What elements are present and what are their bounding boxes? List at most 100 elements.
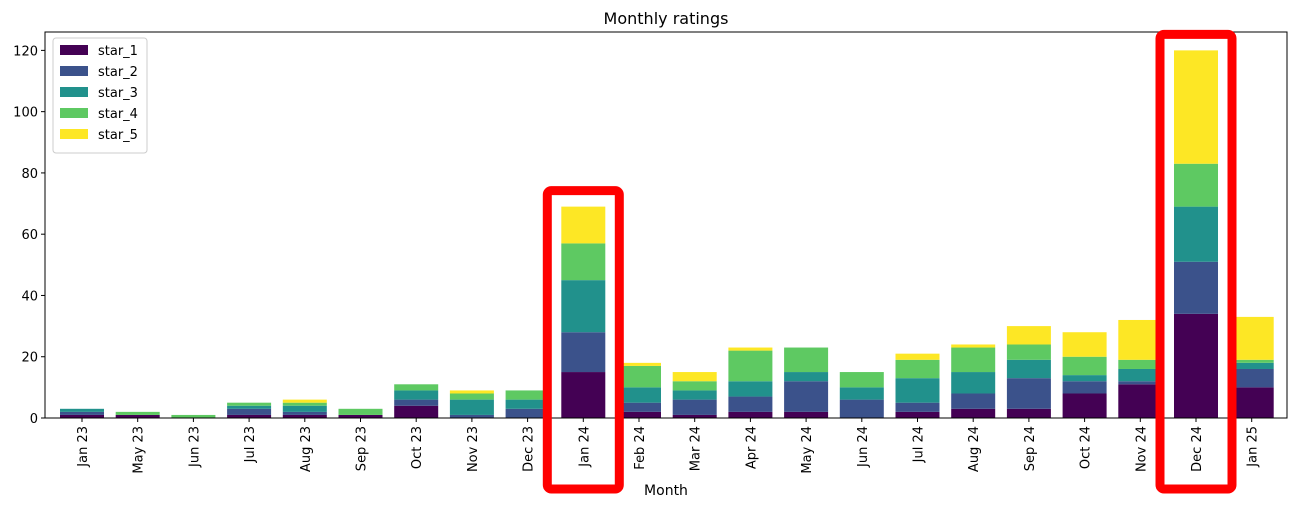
legend-swatch-star_5 xyxy=(60,129,88,139)
x-tick-label: Aug 23 xyxy=(299,426,314,472)
bar-star_4-dec-23 xyxy=(505,390,550,400)
bar-star_3-jan-24 xyxy=(561,280,606,333)
bar-star_4-jul-24 xyxy=(895,359,940,379)
x-tick-label: Dec 24 xyxy=(1190,426,1205,472)
x-tick-label: Sep 24 xyxy=(1023,426,1038,471)
bar-star_1-jan-24 xyxy=(561,372,606,418)
bar-star_1-oct-23 xyxy=(394,405,439,418)
bar-star_3-jan-25 xyxy=(1229,362,1274,369)
bar-star_3-may-24 xyxy=(784,372,829,382)
highlight-boxes xyxy=(542,29,1237,494)
plot-frame xyxy=(44,31,1288,419)
bar-star_2-may-24 xyxy=(784,381,829,412)
x-tick-label: Jan 23 xyxy=(76,426,91,468)
bar-star_1-aug-24 xyxy=(951,408,996,418)
y-tick-label: 60 xyxy=(21,228,38,243)
bar-star_1-aug-23 xyxy=(282,414,327,418)
highlight-box xyxy=(542,186,624,494)
x-tick-label: May 24 xyxy=(800,426,815,474)
bar-star_2-nov-23 xyxy=(449,414,494,418)
x-tick-label: Nov 23 xyxy=(466,426,481,472)
bar-star_4-apr-24 xyxy=(728,350,773,382)
bar-star_2-apr-24 xyxy=(728,396,773,412)
legend: star_1 star_2 star_3 star_4 star_5 xyxy=(52,37,148,154)
bar-star_2-jan-23 xyxy=(60,411,104,415)
bar-star_2-jan-24 xyxy=(561,332,606,373)
bar-star_2-oct-23 xyxy=(394,399,439,406)
x-tick-label: Jun 23 xyxy=(187,426,202,468)
legend-label-star_3: star_3 xyxy=(98,86,138,101)
legend-label-star_1: star_1 xyxy=(98,44,138,59)
bar-star_3-oct-24 xyxy=(1062,375,1107,382)
bar-star_3-nov-23 xyxy=(449,399,494,415)
bar-star_3-dec-23 xyxy=(505,399,550,409)
bar-star_3-aug-23 xyxy=(282,405,327,412)
bar-star_2-nov-24 xyxy=(1118,381,1163,385)
bar-star_4-dec-24 xyxy=(1174,163,1218,207)
bar-star_4-aug-23 xyxy=(282,402,327,406)
bar-star_5-aug-24 xyxy=(951,344,996,348)
bar-star_3-jul-24 xyxy=(895,378,940,403)
bar-star_5-apr-24 xyxy=(728,347,773,351)
x-tick-label: Oct 24 xyxy=(1079,426,1094,469)
bar-star_1-sep-24 xyxy=(1006,408,1051,418)
bar-star_1-jan-23 xyxy=(60,414,104,418)
x-tick-label: Dec 23 xyxy=(522,426,537,472)
bar-star_3-apr-24 xyxy=(728,381,773,397)
bar-star_4-may-24 xyxy=(784,347,829,373)
bar-star_3-jul-23 xyxy=(227,405,272,409)
x-tick-label: Jul 23 xyxy=(243,426,258,463)
y-tick-label: 100 xyxy=(13,106,38,121)
bar-star_3-dec-24 xyxy=(1174,206,1218,262)
bar-star_2-jan-25 xyxy=(1229,368,1274,388)
bar-star_4-jan-24 xyxy=(561,243,606,281)
legend-swatch-star_2 xyxy=(60,66,88,76)
bar-star_3-sep-24 xyxy=(1006,359,1051,379)
y-axis: 0 20 40 60 80 100 120 xyxy=(13,44,45,427)
x-axis: Jan 23 May 23 Jun 23 Jul 23 Aug 23 Sep 23 Oct … xyxy=(76,418,1261,474)
bar-star_1-nov-24 xyxy=(1118,384,1163,418)
bar-star_2-mar-24 xyxy=(672,399,717,415)
bar-star_5-mar-24 xyxy=(672,372,717,382)
highlight-box xyxy=(1155,29,1237,494)
bar-star_4-jun-24 xyxy=(839,372,884,388)
bar-star_1-jul-24 xyxy=(895,411,940,418)
bar-star_5-dec-24 xyxy=(1174,50,1218,164)
bar-star_3-jun-24 xyxy=(839,387,884,400)
x-tick-label: Jan 24 xyxy=(577,426,592,468)
bar-star_3-oct-23 xyxy=(394,390,439,400)
bar-star_4-oct-23 xyxy=(394,384,439,391)
bar-star_4-sep-23 xyxy=(338,408,383,415)
y-tick-label: 120 xyxy=(13,44,38,59)
x-tick-label: Sep 23 xyxy=(355,426,370,471)
bar-star_1-mar-24 xyxy=(672,414,717,418)
bar-star_5-jan-24 xyxy=(561,206,606,244)
x-tick-label: Jun 24 xyxy=(856,426,871,468)
bar-star_2-jul-24 xyxy=(895,402,940,412)
legend-label-star_5: star_5 xyxy=(98,128,138,143)
bar-star_5-feb-24 xyxy=(617,362,661,366)
x-tick-label: Jul 24 xyxy=(912,426,927,463)
bar-star_5-nov-23 xyxy=(449,390,494,394)
bar-star_5-jan-25 xyxy=(1229,316,1274,360)
x-tick-label: Apr 24 xyxy=(744,426,759,469)
x-tick-label: Nov 24 xyxy=(1134,426,1149,472)
bar-star_3-feb-24 xyxy=(617,387,661,403)
bar-star_4-nov-23 xyxy=(449,393,494,400)
bar-star_4-aug-24 xyxy=(951,347,996,373)
bar-star_3-nov-24 xyxy=(1118,368,1163,382)
x-tick-label: Mar 24 xyxy=(689,426,704,471)
bar-star_4-may-23 xyxy=(115,411,160,415)
x-tick-label: Aug 24 xyxy=(967,426,982,472)
y-tick-label: 20 xyxy=(21,351,38,366)
bar-star_5-oct-24 xyxy=(1062,332,1107,357)
bar-star_4-jun-23 xyxy=(171,414,216,418)
x-tick-label: Jan 25 xyxy=(1246,426,1261,468)
y-tick-label: 0 xyxy=(30,412,38,427)
bar-star_3-jan-23 xyxy=(60,408,104,412)
bar-star_2-aug-24 xyxy=(951,393,996,409)
y-tick-label: 40 xyxy=(21,289,38,304)
bar-star_4-jan-25 xyxy=(1229,359,1274,363)
bar-star_2-jul-23 xyxy=(227,408,272,415)
